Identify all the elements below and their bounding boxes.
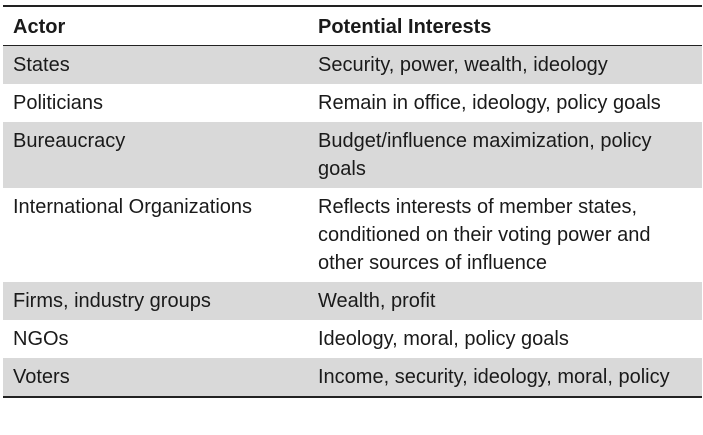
actor-cell: Bureaucracy: [3, 122, 308, 188]
table-row: Voters Income, security, ideology, moral…: [3, 358, 702, 397]
actor-cell: NGOs: [13, 328, 69, 350]
interests-cell: Ideology, moral, policy goals: [318, 328, 569, 350]
header-potential-interests: Potential Interests: [318, 16, 492, 38]
interests-cell: Security, power, wealth, ideology: [308, 45, 702, 84]
table-row: Bureaucracy Budget/influence maximizatio…: [3, 122, 702, 188]
interests-cell: Remain in office, ideology, policy goals: [318, 92, 661, 114]
interests-cell: Wealth, profit: [308, 282, 702, 320]
header-actor: Actor: [13, 16, 66, 38]
actor-cell: Firms, industry groups: [3, 282, 308, 320]
table-row: Firms, industry groups Wealth, profit: [3, 282, 702, 320]
interests-cell: Income, security, ideology, moral, polic…: [308, 358, 702, 397]
actor-cell: Voters: [3, 358, 308, 397]
table-header: Actor Potential Interests: [3, 6, 702, 46]
actors-interests-table-container: Actor Potential Interests States Securit…: [3, 5, 702, 398]
table-row: States Security, power, wealth, ideology: [3, 45, 702, 84]
actor-cell: States: [3, 45, 308, 84]
actor-cell: Politicians: [13, 92, 104, 114]
table-row: NGOs Ideology, moral, policy goals: [3, 320, 702, 358]
actors-interests-table: Actor Potential Interests States Securit…: [3, 5, 702, 398]
table-row: Politicians Remain in office, ideology, …: [3, 84, 702, 122]
table-body: States Security, power, wealth, ideology…: [3, 45, 702, 397]
actor-cell: International Organizations: [13, 196, 253, 218]
table-row: International Organizations Reflects int…: [3, 188, 702, 282]
interests-cell: Budget/influence maximization, policy go…: [308, 122, 702, 188]
interests-cell: Reflects interests of member states, con…: [318, 196, 651, 274]
header-row: Actor Potential Interests: [3, 6, 702, 46]
